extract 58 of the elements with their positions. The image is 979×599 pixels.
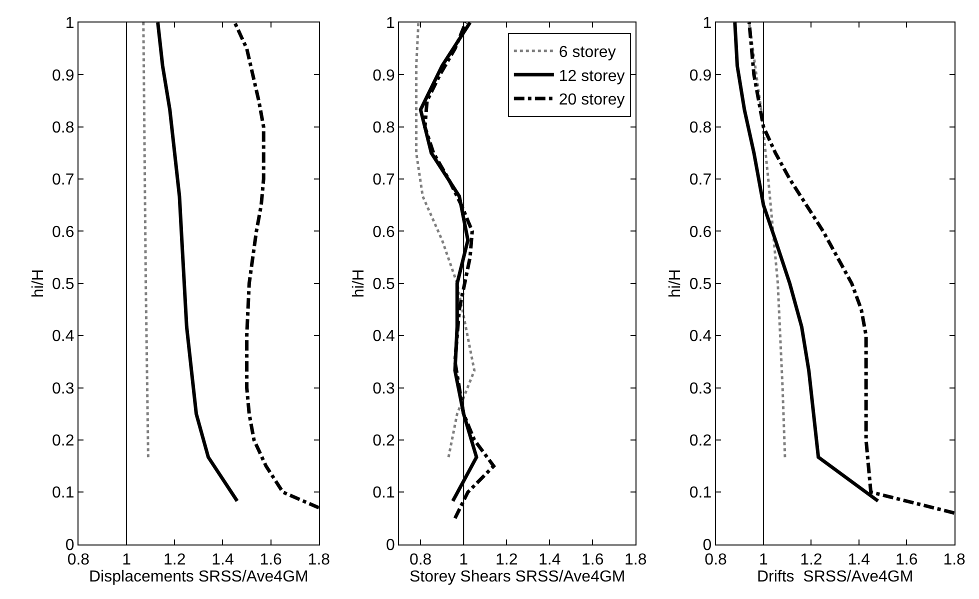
y-tick-label: 0.9 — [372, 67, 395, 84]
y-tick-label: 0.5 — [372, 276, 395, 294]
x-tick-label: 1.8 — [624, 552, 647, 569]
y-tick-label: 0.2 — [372, 432, 395, 450]
legend-label: 12 storey — [558, 68, 625, 85]
x-tick-label: 1 — [122, 552, 132, 569]
y-tick-label: 0 — [702, 536, 712, 554]
y-tick-label: 0.3 — [689, 380, 712, 398]
x-tick-label: 1.2 — [495, 552, 518, 569]
x-tick-label: 1.8 — [943, 552, 966, 569]
y-tick-label: 0.5 — [689, 276, 712, 294]
y-tick-label: 0.2 — [52, 432, 74, 450]
y-tick-label: 0.8 — [372, 119, 395, 136]
x-tick-label: 1.2 — [800, 552, 822, 569]
y-tick-label: 1 — [386, 15, 395, 32]
y-tick-label: 0.6 — [689, 224, 712, 241]
x-axis-title: Drifts SRSS/Ave4GM — [756, 568, 914, 586]
x-tick-label: 1 — [759, 552, 768, 569]
x-tick-label: 1.4 — [848, 552, 870, 569]
y-tick-label: 0.7 — [689, 172, 712, 189]
y-tick-label: 0.8 — [689, 119, 712, 136]
y-tick-label: 1 — [65, 15, 74, 32]
y-tick-label: 0.4 — [52, 328, 74, 346]
y-tick-label: 0.5 — [52, 276, 74, 294]
y-tick-label: 0.2 — [689, 432, 712, 450]
legend-label: 20 storey — [558, 92, 625, 109]
y-tick-label: 0.4 — [689, 328, 712, 346]
y-tick-label: 0.1 — [689, 484, 712, 502]
y-tick-label: 0 — [386, 536, 395, 554]
y-tick-label: 0.9 — [689, 67, 712, 84]
legend-label: 6 storey — [558, 44, 616, 62]
y-axis-title: hi/H — [350, 269, 368, 298]
x-tick-label: 1.4 — [212, 552, 234, 569]
y-tick-label: 0.6 — [52, 224, 74, 241]
x-tick-label: 1.4 — [538, 552, 561, 569]
y-tick-label: 0.7 — [372, 172, 395, 189]
y-tick-label: 0.3 — [52, 380, 74, 398]
y-tick-label: 0.4 — [372, 328, 395, 346]
x-axis-title: Displacements SRSS/Ave4GM — [89, 568, 308, 586]
y-tick-label: 0.1 — [372, 484, 395, 502]
y-axis-title: hi/H — [667, 269, 684, 298]
y-tick-label: 1 — [702, 15, 712, 32]
y-tick-label: 0.3 — [372, 380, 395, 398]
x-tick-label: 1 — [459, 552, 468, 569]
x-tick-label: 1.6 — [582, 552, 604, 569]
y-tick-label: 0.8 — [52, 119, 74, 136]
x-axis-title: Storey Shears SRSS/Ave4GM — [409, 568, 626, 586]
x-tick-label: 1.6 — [260, 552, 282, 569]
y-tick-label: 0.9 — [52, 67, 74, 84]
x-tick-label: 0.8 — [409, 552, 432, 569]
x-tick-label: 1.8 — [308, 552, 330, 569]
y-tick-label: 0.7 — [52, 172, 74, 189]
y-tick-label: 0.1 — [52, 484, 74, 502]
x-tick-label: 1.6 — [895, 552, 918, 569]
y-axis-title: hi/H — [30, 269, 47, 298]
y-tick-label: 0.6 — [372, 224, 395, 241]
x-tick-label: 1.2 — [164, 552, 186, 569]
y-tick-label: 0 — [65, 536, 74, 554]
